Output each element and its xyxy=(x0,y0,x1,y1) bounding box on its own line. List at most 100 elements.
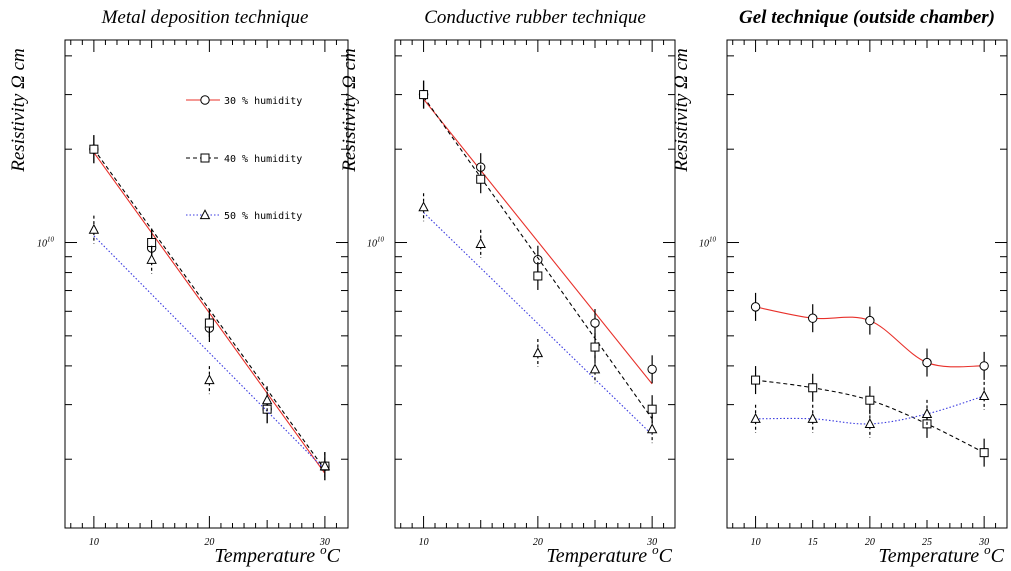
data-point xyxy=(89,144,99,154)
y-axis-label: Resistivity Ω cm xyxy=(8,48,29,172)
plot-frame xyxy=(726,39,1008,529)
data-point xyxy=(418,201,429,212)
series-circle xyxy=(750,292,989,380)
y-tick-label: 1010 xyxy=(699,236,717,250)
y-tick-label: 1010 xyxy=(367,236,385,250)
data-point xyxy=(865,315,875,326)
x-tick-label: 20 xyxy=(204,537,214,548)
series-square xyxy=(751,366,989,467)
x-tick-label: 10 xyxy=(419,537,429,548)
data-point xyxy=(646,423,658,434)
x-axis-label-sup: o xyxy=(320,542,327,557)
chart-title: Conductive rubber technique xyxy=(424,7,646,28)
x-axis-label: Temperature oC xyxy=(878,542,1004,567)
y-axis-label: Resistivity Ω cm xyxy=(671,48,692,172)
x-tick-label: 15 xyxy=(808,537,818,548)
data-point xyxy=(979,361,989,371)
data-point xyxy=(319,460,331,471)
x-tick-label: 10 xyxy=(751,537,761,548)
y-tick-label-exp: 10 xyxy=(709,236,717,244)
y-tick-label-base: 10 xyxy=(37,239,47,250)
plot-area xyxy=(88,135,331,481)
data-point xyxy=(808,313,818,323)
plot-frame xyxy=(394,39,676,529)
x-tick-label: 20 xyxy=(865,537,875,548)
data-point xyxy=(261,394,273,405)
data-point xyxy=(146,253,157,264)
data-point xyxy=(532,347,544,358)
plot-frame xyxy=(64,39,349,529)
x-axis-label-sup: o xyxy=(984,542,991,557)
x-tick-label: 30 xyxy=(646,537,657,548)
legend-label: 30 % humidity xyxy=(224,96,302,107)
data-point xyxy=(88,223,100,234)
x-tick-label: 10 xyxy=(89,537,99,548)
series-triangle xyxy=(750,381,990,438)
y-tick-label-base: 10 xyxy=(367,239,377,250)
x-tick-label: 20 xyxy=(533,537,543,548)
data-point xyxy=(476,174,486,184)
series-line xyxy=(755,395,985,425)
chart-title: Gel technique (outside chamber) xyxy=(739,7,995,28)
series-line xyxy=(423,212,653,436)
data-point xyxy=(978,390,990,401)
data-point xyxy=(647,364,657,374)
series-circle xyxy=(89,135,330,481)
plot-area xyxy=(418,80,658,444)
data-point xyxy=(475,237,486,248)
x-axis-label-text: Temperature xyxy=(546,545,652,567)
data-point xyxy=(864,418,876,428)
data-point xyxy=(533,271,543,281)
legend-marker xyxy=(200,95,210,105)
legend-label: 40 % humidity xyxy=(224,154,302,165)
y-axis-label: Resistivity Ω cm xyxy=(339,48,360,172)
series-line xyxy=(93,235,326,471)
series-circle xyxy=(418,80,657,385)
data-point xyxy=(147,238,157,248)
chart-title: Metal deposition technique xyxy=(101,7,309,28)
legend-marker xyxy=(199,209,211,220)
series-line xyxy=(423,96,653,420)
legend-label: 50 % humidity xyxy=(224,211,302,222)
data-point xyxy=(590,318,600,328)
x-tick-label: 25 xyxy=(922,537,932,548)
series-line xyxy=(423,98,653,385)
data-point xyxy=(922,357,932,368)
x-tick-label: 30 xyxy=(319,537,330,548)
x-axis-label-unit: C xyxy=(327,545,341,567)
series-square xyxy=(419,80,657,424)
legend: 30 % humidity 40 % humidity 50 % humidity xyxy=(186,95,302,222)
data-point xyxy=(590,342,600,352)
x-axis-label-unit: C xyxy=(659,545,673,567)
y-tick-label-exp: 10 xyxy=(377,236,385,244)
y-tick-label-exp: 10 xyxy=(47,236,55,244)
data-point xyxy=(979,448,989,458)
data-point xyxy=(750,302,761,312)
plot-area xyxy=(750,292,990,467)
x-tick-label: 30 xyxy=(978,537,989,548)
data-point xyxy=(589,363,601,374)
data-point xyxy=(419,90,429,100)
data-point xyxy=(921,408,933,419)
y-tick-label: 1010 xyxy=(37,236,55,250)
x-axis-label: Temperature oC xyxy=(214,542,340,567)
data-point xyxy=(750,412,761,423)
x-axis-label-text: Temperature xyxy=(214,545,320,567)
y-tick-label-base: 10 xyxy=(699,239,709,250)
data-point xyxy=(807,412,818,423)
x-axis-label: Temperature oC xyxy=(546,542,672,567)
data-point xyxy=(647,404,657,414)
x-axis-label-unit: C xyxy=(991,545,1005,567)
data-point xyxy=(865,395,875,405)
x-axis-label-text: Temperature xyxy=(878,545,984,567)
data-point xyxy=(204,318,214,328)
series-line xyxy=(755,379,985,454)
x-axis-label-sup: o xyxy=(652,542,659,557)
legend-marker xyxy=(200,153,210,163)
data-point xyxy=(204,374,215,385)
series-triangle xyxy=(88,215,331,481)
